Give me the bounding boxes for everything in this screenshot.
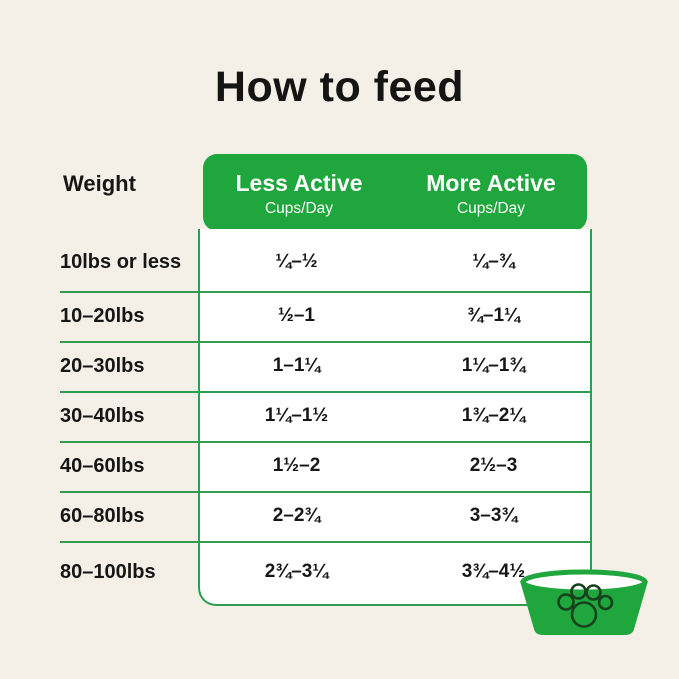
row-divider	[60, 441, 590, 443]
dog-bowl-paw-icon	[520, 569, 648, 635]
row-weight-label: 30–40lbs	[60, 404, 145, 427]
row-more-active-value: 3¾–4½	[461, 561, 526, 582]
table-row: 20–30lbs 1–1¼ 1¼–1¾	[0, 341, 679, 391]
row-divider	[60, 291, 590, 293]
row-more-active-value: ¾–1¼	[467, 305, 520, 326]
weight-column-header: Weight	[63, 171, 136, 196]
row-less-active-value: 2¾–3¼	[264, 561, 329, 582]
paw-print-icon	[557, 583, 614, 628]
less-active-sublabel: Cups/Day	[264, 199, 334, 217]
more-active-sublabel: Cups/Day	[456, 199, 526, 217]
less-active-label: Less Active	[235, 170, 363, 197]
table-row: 30–40lbs 1¼–1½ 1¾–2¼	[0, 391, 679, 441]
row-weight-label: 20–30lbs	[60, 354, 145, 377]
table-row: 40–60lbs 1½–2 2½–3	[0, 441, 679, 491]
more-active-label: More Active	[426, 170, 556, 197]
row-less-active-value: 1½–2	[272, 455, 321, 476]
row-weight-label: 10–20lbs	[60, 304, 145, 327]
row-divider	[60, 541, 590, 543]
row-weight-label: 60–80lbs	[60, 504, 145, 527]
row-more-active-value: 1¼–1¾	[461, 355, 526, 376]
table-header: Less Active Cups/Day More Active Cups/Da…	[203, 154, 587, 231]
row-divider	[60, 341, 590, 343]
row-more-active-value: 2½–3	[469, 455, 518, 476]
table-row: 10lbs or less ¼–½ ¼–¾	[0, 233, 679, 291]
row-more-active-value: 3–3¾	[469, 505, 518, 526]
table-row: 60–80lbs 2–2¾ 3–3¾	[0, 491, 679, 541]
row-divider	[60, 491, 590, 493]
table-row: 10–20lbs ½–1 ¾–1¼	[0, 291, 679, 341]
row-less-active-value: 1¼–1½	[264, 405, 329, 426]
table-row: 80–100lbs 2¾–3¼ 3¾–4½	[0, 541, 679, 603]
row-more-active-value: ¼–¾	[472, 251, 515, 272]
row-less-active-value: 1–1¼	[272, 355, 321, 376]
less-active-column-header: Less Active Cups/Day	[203, 154, 395, 231]
page-title: How to feed	[214, 63, 465, 111]
row-weight-label: 40–60lbs	[60, 454, 145, 477]
row-more-active-value: 1¾–2¼	[461, 405, 526, 426]
row-less-active-value: 2–2¾	[272, 505, 321, 526]
row-less-active-value: ½–1	[278, 305, 315, 326]
more-active-column-header: More Active Cups/Day	[395, 154, 587, 231]
row-weight-label: 10lbs or less	[60, 250, 182, 273]
row-divider	[60, 391, 590, 393]
row-less-active-value: ¼–½	[275, 251, 318, 272]
row-weight-label: 80–100lbs	[60, 560, 156, 583]
